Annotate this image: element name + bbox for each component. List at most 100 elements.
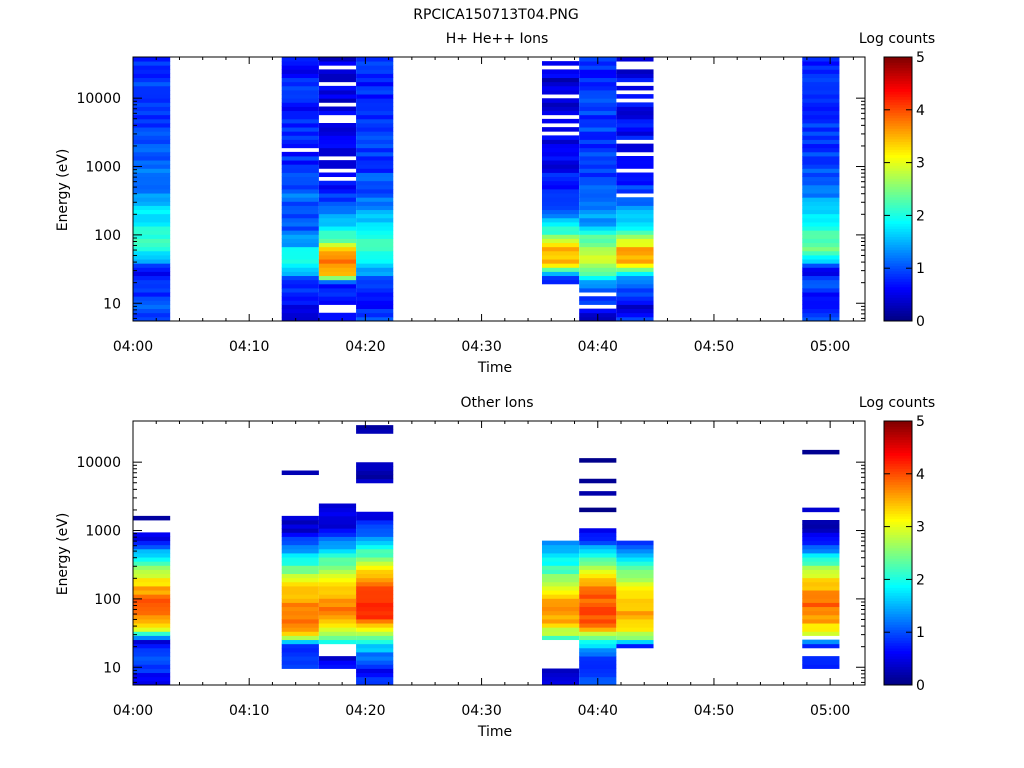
heatmap-cell <box>579 98 617 103</box>
heatmap-cell <box>318 586 357 591</box>
heatmap-cell <box>616 57 654 62</box>
colorbar-segment <box>884 624 912 628</box>
colorbar-segment <box>884 450 912 454</box>
colorbar-label: Log counts <box>859 395 935 411</box>
heatmap-cell <box>281 77 319 83</box>
heatmap-cell <box>133 197 171 202</box>
colorbar-segment <box>884 655 912 660</box>
heatmap-cell <box>318 553 357 558</box>
heatmap-cell <box>133 180 171 186</box>
colorbar-segment <box>884 502 912 506</box>
heatmap-cell <box>616 259 654 264</box>
colorbar-segment <box>884 170 912 174</box>
heatmap-cell <box>281 561 319 566</box>
heatmap-cell <box>281 81 319 87</box>
heatmap-cell <box>281 631 319 636</box>
heatmap-column <box>281 57 319 322</box>
heatmap-cell <box>356 619 394 624</box>
heatmap-cell <box>133 544 171 550</box>
heatmap-cell <box>541 106 580 112</box>
heatmap-cell <box>318 123 357 128</box>
colorbar-segment <box>884 80 912 84</box>
heatmap-cell <box>541 672 580 678</box>
heatmap-cell <box>541 230 580 235</box>
heatmap-cell <box>133 226 171 231</box>
heatmap-cell <box>356 172 394 178</box>
heatmap-cell <box>133 61 171 66</box>
panel-title: Other Ions <box>460 395 533 411</box>
colorbar-segment <box>884 529 912 533</box>
heatmap-cell <box>802 614 840 620</box>
colorbar-segment <box>884 83 912 87</box>
heatmap-cell <box>318 524 357 529</box>
heatmap-cell <box>802 565 840 570</box>
heatmap-cell <box>541 623 580 628</box>
heatmap-cell <box>541 172 580 178</box>
heatmap-cell <box>541 139 580 145</box>
y-tick-label: 10 <box>103 660 121 676</box>
heatmap-cell <box>802 143 840 149</box>
heatmap-cell <box>579 635 617 641</box>
heatmap-cell <box>318 635 357 641</box>
heatmap-cell <box>802 205 840 211</box>
heatmap-cell <box>356 672 394 678</box>
heatmap-cell <box>356 234 394 239</box>
heatmap-cell <box>133 594 171 599</box>
heatmap-cell <box>541 627 580 632</box>
heatmap-cell <box>579 288 617 293</box>
heatmap-cell <box>541 544 580 550</box>
heatmap-cell <box>356 288 394 293</box>
heatmap-cell <box>318 619 357 624</box>
colorbar-segment <box>884 487 912 491</box>
heatmap-cell <box>356 602 394 608</box>
heatmap-cell <box>318 503 357 509</box>
colorbar-segment <box>884 505 912 509</box>
heatmap-cell <box>579 65 617 70</box>
heatmap-cell <box>133 553 171 558</box>
heatmap-cell <box>281 275 319 281</box>
heatmap-cell <box>356 470 394 476</box>
heatmap-cell <box>318 515 357 521</box>
heatmap-cell <box>541 209 580 215</box>
heatmap-cell <box>281 143 319 149</box>
heatmap-cell <box>541 135 580 140</box>
colorbar-segment <box>884 228 912 232</box>
heatmap-cell <box>356 429 394 434</box>
heatmap-cell <box>802 242 840 248</box>
heatmap-cell <box>356 520 394 525</box>
colorbar-label: Log counts <box>859 31 935 47</box>
heatmap-cell <box>616 213 654 219</box>
heatmap-cell <box>133 590 171 595</box>
heatmap-cell <box>541 581 580 587</box>
heatmap-cell <box>579 222 617 227</box>
heatmap-cell <box>133 267 171 272</box>
heatmap-cell <box>579 267 617 272</box>
heatmap-cell <box>281 524 319 529</box>
heatmap-cell <box>616 230 654 235</box>
heatmap-cell <box>579 623 617 628</box>
heatmap-cell <box>318 627 357 632</box>
heatmap-cell <box>802 209 840 215</box>
heatmap-cell <box>356 69 394 74</box>
y-tick-label: 100 <box>94 228 121 244</box>
heatmap-cell <box>318 106 357 112</box>
heatmap-cell <box>579 164 617 169</box>
heatmap-cell <box>133 205 171 211</box>
colorbar-segment <box>884 471 912 475</box>
heatmap-cell <box>318 292 357 297</box>
heatmap-cell <box>318 61 357 66</box>
heatmap-cell <box>579 594 617 599</box>
heatmap-cell <box>133 536 171 542</box>
heatmap-cell <box>802 193 840 198</box>
heatmap-cell <box>541 271 580 277</box>
heatmap-cell <box>356 524 394 529</box>
heatmap-cell <box>281 652 319 657</box>
heatmap-cell <box>281 606 319 612</box>
colorbar-segment <box>884 115 912 119</box>
heatmap-cell <box>356 168 394 173</box>
heatmap-cell <box>356 511 394 517</box>
heatmap-cell <box>616 565 654 570</box>
heatmap-cell <box>802 94 840 99</box>
heatmap-cell <box>133 292 171 297</box>
heatmap-cell <box>281 316 319 322</box>
